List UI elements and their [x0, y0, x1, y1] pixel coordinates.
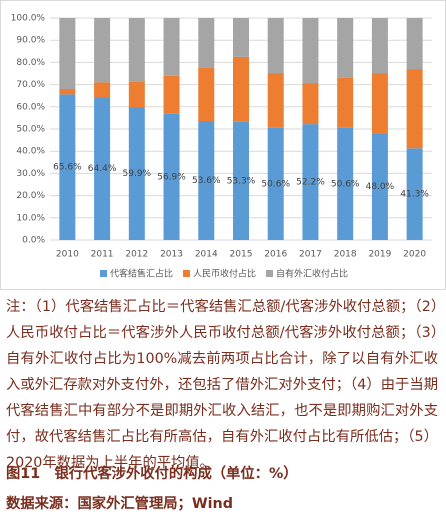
- bar-segment: [371, 73, 388, 134]
- x-tick-label: 2016: [264, 250, 287, 260]
- bar-segment: [337, 127, 354, 240]
- y-tick-label: 10.0%: [16, 213, 45, 223]
- bar-segment: [198, 121, 215, 240]
- bar-segment: [128, 81, 145, 108]
- x-tick-label: 2019: [368, 250, 391, 260]
- x-tick-label: 2014: [195, 250, 218, 260]
- notes: 注：（1）代客结售汇占比＝代客结售汇总额/代客涉外收付总额；（2）人民币收付占比…: [6, 299, 438, 471]
- bar-segment: [59, 89, 76, 95]
- bar-segment: [302, 18, 319, 84]
- value-label: 53.3%: [227, 176, 256, 186]
- bar-segment: [371, 18, 388, 74]
- bar-segment: [337, 77, 354, 128]
- bar-segment: [128, 18, 145, 82]
- value-label: 50.6%: [261, 179, 290, 189]
- bar-segment: [59, 18, 76, 90]
- bar-segment: [198, 18, 215, 68]
- value-label: 41.3%: [400, 190, 429, 200]
- y-tick-label: 20.0%: [16, 191, 45, 201]
- y-tick-label: 80.0%: [16, 58, 45, 68]
- legend-swatch: [100, 270, 107, 277]
- bar-segment: [59, 94, 76, 240]
- bar-segment: [302, 124, 319, 240]
- source: 数据来源：国家外汇管理局；Wind: [6, 496, 233, 512]
- y-tick-label: 100.0%: [11, 14, 46, 24]
- bar-segment: [406, 18, 423, 70]
- chart: 0.0% 10.0% 20.0% 30.0% 40.0% 50.0% 60.0% 70.0% 8…: [0, 0, 446, 290]
- y-tick-label: 40.0%: [16, 147, 45, 157]
- bar-segment: [94, 18, 111, 83]
- bar-segment: [233, 18, 249, 57]
- bar-segment: [163, 113, 180, 240]
- y-tick-label: 50.0%: [16, 125, 45, 135]
- x-tick-label: 2015: [230, 250, 253, 260]
- bar-segment: [163, 75, 180, 114]
- x-tick-label: 2011: [91, 250, 114, 260]
- value-label: 50.6%: [331, 179, 360, 189]
- x-tick-label: 2012: [125, 250, 148, 260]
- y-tick-label: 90.0%: [16, 36, 45, 46]
- legend-label: 代客结售汇占比: [110, 268, 173, 280]
- x-tick-label: 2017: [299, 250, 322, 260]
- value-label: 64.4%: [88, 164, 117, 174]
- bar-segment: [94, 97, 111, 240]
- value-label: 53.6%: [192, 176, 221, 186]
- bar-segment: [406, 148, 423, 240]
- x-tick-label: 2010: [56, 250, 79, 260]
- legend-label: 自有外汇收付占比: [276, 268, 348, 280]
- y-tick-label: 0.0%: [22, 236, 45, 246]
- y-tick-label: 30.0%: [16, 169, 45, 179]
- value-label: 52.2%: [296, 178, 325, 188]
- value-label: 56.9%: [157, 172, 186, 182]
- bar-segment: [94, 82, 111, 98]
- y-tick-label: 70.0%: [16, 80, 45, 90]
- legend-label: 人民币收付占比: [193, 268, 256, 280]
- legend-swatch: [183, 270, 191, 277]
- value-label: 65.6%: [53, 163, 82, 173]
- x-tick-label: 2020: [403, 250, 426, 260]
- caption: 图11 银行代客涉外收付的构成（单位：%）: [6, 466, 298, 482]
- bar-segment: [128, 107, 145, 240]
- bar-segment: [406, 69, 423, 149]
- bar-segment: [337, 18, 354, 78]
- y-tick-label: 60.0%: [16, 102, 45, 112]
- bar-segment: [233, 56, 249, 122]
- value-label: 59.9%: [123, 169, 152, 179]
- bar-segment: [302, 83, 319, 125]
- bar-segment: [233, 121, 249, 240]
- bar-segment: [163, 18, 180, 76]
- bar-segment: [267, 73, 284, 128]
- x-tick-label: 2013: [160, 250, 183, 260]
- legend-swatch: [266, 270, 274, 277]
- x-tick-label: 2018: [334, 250, 357, 260]
- bar-segment: [198, 67, 215, 122]
- value-label: 48.0%: [366, 182, 395, 192]
- bar-segment: [371, 133, 388, 240]
- bar-segment: [267, 127, 284, 240]
- bar-segment: [267, 18, 284, 74]
